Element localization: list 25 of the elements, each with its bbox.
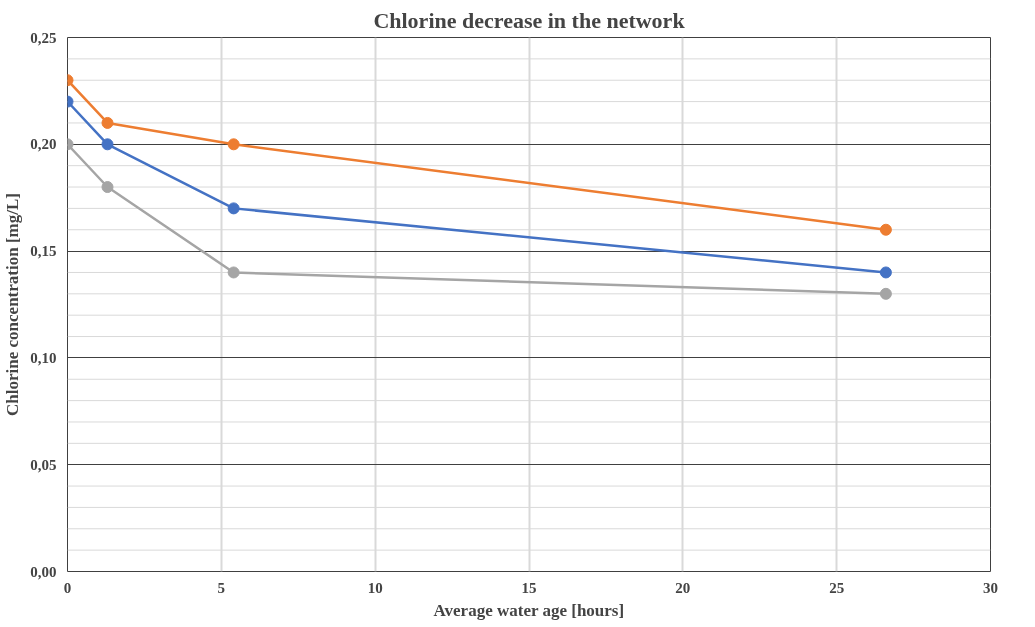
y-axis-title: Chlorine concentration [mg/L]: [3, 193, 23, 416]
point: [227, 138, 240, 151]
y-tick-label: 0,15: [30, 243, 57, 260]
point: [101, 138, 114, 151]
point: [227, 202, 240, 215]
chart-title: Chlorine decrease in the network: [373, 7, 686, 33]
y-tick-label: 0,10: [30, 349, 57, 366]
x-tick-label: 25: [829, 579, 845, 596]
x-tick-label: 10: [367, 579, 383, 596]
point: [879, 266, 892, 279]
y-tick-label: 0,00: [30, 563, 57, 580]
point: [227, 266, 240, 279]
point: [101, 181, 114, 194]
x-tick-label: 0: [63, 579, 72, 596]
y-tick-label: 0,05: [30, 456, 57, 473]
point: [879, 287, 892, 300]
x-tick-label: 15: [521, 579, 537, 596]
x-axis-title: Average water age [hours]: [433, 600, 625, 620]
y-tick-label: 0,25: [30, 29, 57, 46]
y-tick-label: 0,20: [30, 136, 57, 153]
x-tick-label: 30: [983, 579, 998, 596]
x-tick-label: 5: [217, 579, 226, 596]
point: [101, 116, 114, 129]
x-tick-label: 20: [675, 579, 691, 596]
point: [879, 223, 892, 236]
